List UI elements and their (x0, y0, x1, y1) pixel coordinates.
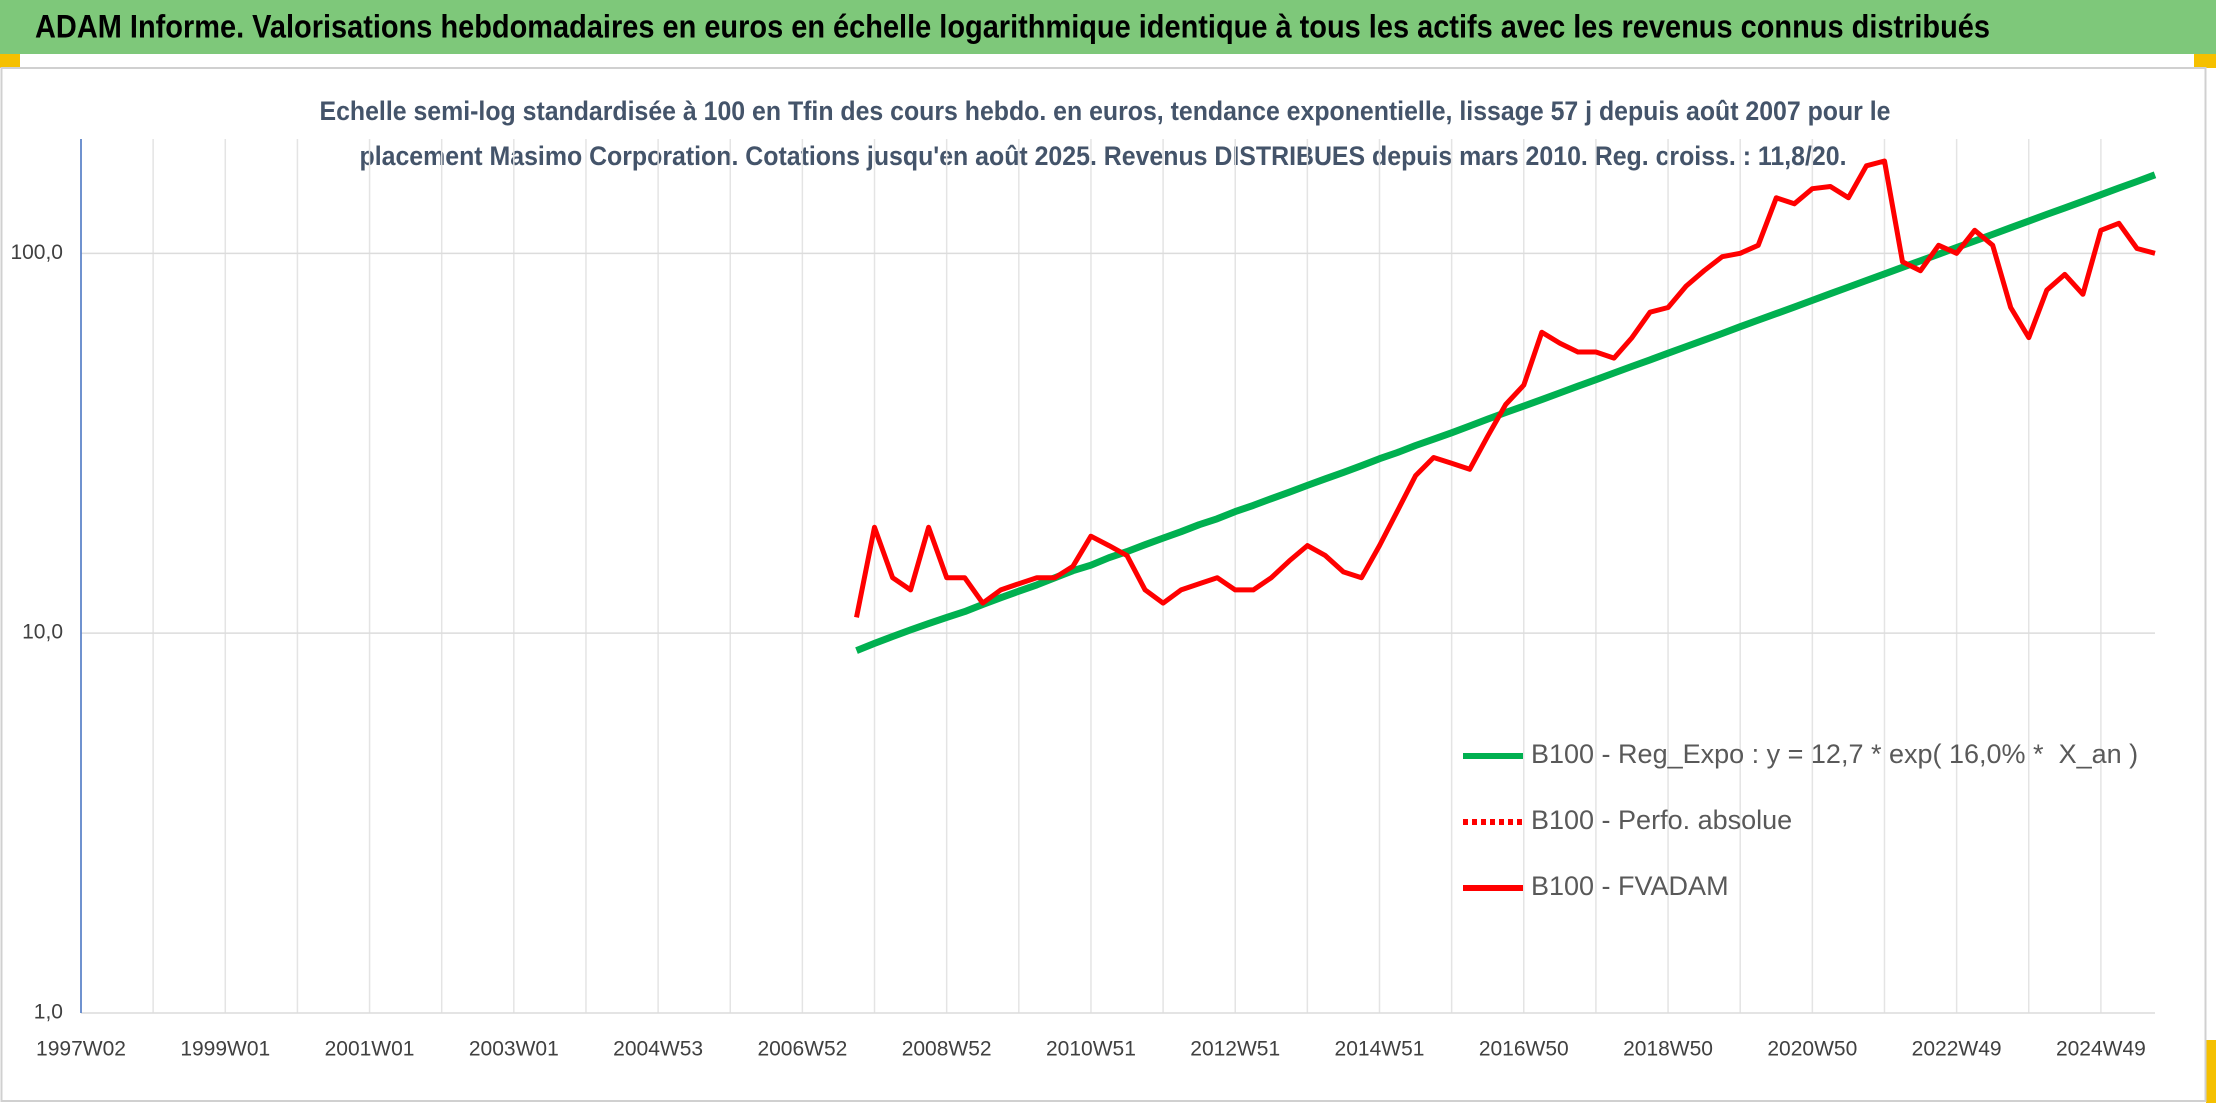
y-tick-label: 1,0 (34, 1001, 63, 1024)
x-tick-label: 2014W51 (1335, 1038, 1425, 1061)
chart-subtitle: Echelle semi-log standardisée à 100 en T… (320, 96, 1891, 126)
x-tick-label: 2004W53 (613, 1038, 703, 1061)
y-tick-label: 100,0 (10, 241, 63, 264)
x-tick-label: 2010W51 (1046, 1038, 1136, 1061)
x-tick-label: 2008W52 (902, 1038, 992, 1061)
x-tick-label: 1997W02 (36, 1038, 126, 1061)
x-tick-label: 2016W50 (1479, 1038, 1569, 1061)
series-line (855, 171, 2157, 654)
x-tick-label: 1999W01 (180, 1038, 270, 1061)
chart-subtitle: placement Masimo Corporation. Cotations … (360, 141, 1847, 171)
legend-label: B100 - FVADAM (1531, 871, 1729, 901)
chart-title: ADAM Informe. Valorisations hebdomadaire… (35, 8, 1990, 44)
chart-frame (0, 67, 2207, 1102)
y-tick-label: 10,0 (22, 621, 63, 644)
series-line (854, 158, 2156, 618)
x-tick-label: 2018W50 (1623, 1038, 1713, 1061)
legend-label: B100 - Reg_Expo : y = 12,7 * exp( 16,0% … (1531, 739, 2138, 769)
legend-label: B100 - Perfo. absolue (1531, 805, 1792, 835)
corner-mark (2194, 54, 2216, 68)
x-tick-label: 2003W01 (469, 1038, 559, 1061)
x-tick-label: 2012W51 (1190, 1038, 1280, 1061)
x-tick-label: 2006W52 (757, 1038, 847, 1061)
corner-mark (0, 54, 20, 68)
x-tick-label: 2001W01 (325, 1038, 415, 1061)
x-tick-label: 2020W50 (1767, 1038, 1857, 1061)
x-tick-label: 2024W49 (2056, 1038, 2146, 1061)
x-tick-label: 2022W49 (1912, 1038, 2002, 1061)
corner-mark (2206, 1040, 2216, 1103)
header-bar (0, 0, 2216, 54)
